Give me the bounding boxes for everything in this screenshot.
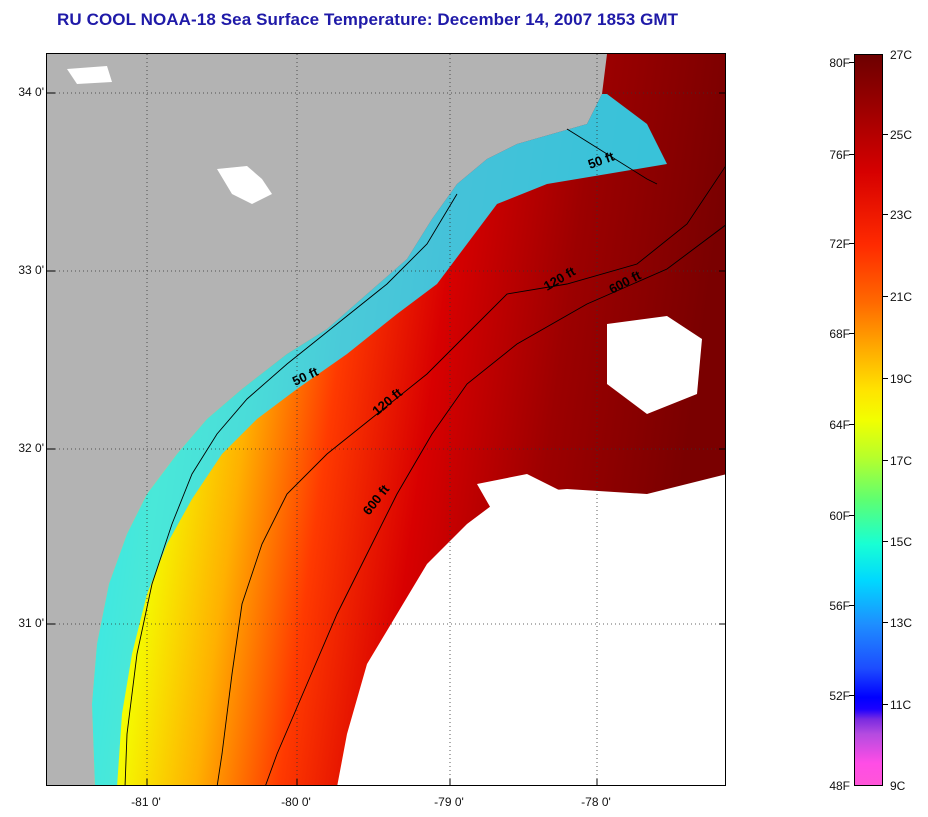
latitude-label-32: 32 0' (18, 441, 44, 455)
colorbar-label-27c: 27C (890, 48, 913, 62)
temperature-colorbar (854, 54, 883, 786)
colorbar-label-48f: 48F (829, 779, 850, 793)
colorbar-tick (883, 704, 888, 705)
colorbar-label-72f: 72F (829, 237, 850, 251)
longitude-label-80: -80 0' (281, 795, 311, 809)
cloud-mask-east (607, 316, 702, 414)
sst-map-canvas: 50 ft 50 ft 120 ft 120 ft 600 ft 600 ft (47, 54, 725, 785)
colorbar-label-76f: 76F (829, 148, 850, 162)
colorbar-label-19c: 19C (890, 372, 913, 386)
colorbar-label-15c: 15C (890, 535, 913, 549)
coastal-cold-band (92, 94, 667, 785)
colorbar-tick (849, 62, 854, 63)
colorbar-label-11c: 11C (890, 698, 912, 712)
colorbar-tick (883, 378, 888, 379)
colorbar-label-56f: 56F (829, 599, 850, 613)
colorbar-label-23c: 23C (890, 208, 913, 222)
latitude-label-33: 33 0' (18, 263, 44, 277)
graticule (47, 54, 725, 785)
map-title: RU COOL NOAA-18 Sea Surface Temperature:… (57, 10, 679, 29)
colorbar-tick (849, 333, 854, 334)
inland-cloud-north (67, 66, 112, 84)
colorbar-tick (849, 243, 854, 244)
inland-cloud (217, 166, 272, 204)
colorbar-tick (883, 296, 888, 297)
colorbar-tick (883, 460, 888, 461)
sst-map: 50 ft 50 ft 120 ft 120 ft 600 ft 600 ft (46, 53, 726, 786)
colorbar-tick (883, 622, 888, 623)
colorbar-label-52f: 52F (829, 689, 850, 703)
colorbar-label-64f: 64F (829, 418, 850, 432)
land-mass (47, 54, 607, 785)
frame-ticks (47, 92, 725, 785)
contour-50ft-north (566, 128, 658, 185)
colorbar-label-60f: 60F (829, 509, 850, 523)
colorbar-label-68f: 68F (829, 327, 850, 341)
colorbar-label-25c: 25C (890, 128, 913, 142)
longitude-label-79: -79 0' (434, 795, 464, 809)
colorbar-tick (849, 154, 854, 155)
longitude-label-81: -81 0' (131, 795, 161, 809)
colorbar-tick (883, 134, 888, 135)
colorbar-label-13c: 13C (890, 616, 913, 630)
contour-50ft (124, 193, 458, 785)
colorbar-label-21c: 21C (890, 290, 913, 304)
colorbar-label-17c: 17C (890, 454, 913, 468)
latitude-label-34: 34 0' (18, 85, 44, 99)
cloud-mask-patch (477, 474, 567, 519)
colorbar-tick (849, 695, 854, 696)
colorbar-label-9c: 9C (890, 779, 906, 793)
latitude-label-31: 31 0' (18, 616, 44, 630)
contour-600ft (265, 224, 725, 785)
colorbar-tick (849, 515, 854, 516)
colorbar-tick (849, 605, 854, 606)
contour-120ft (216, 166, 725, 785)
colorbar-tick (883, 541, 888, 542)
colorbar-tick (849, 424, 854, 425)
colorbar-tick (883, 214, 888, 215)
longitude-label-78: -78 0' (581, 795, 611, 809)
colorbar-label-80f: 80F (829, 56, 850, 70)
cloud-mask-south (337, 474, 725, 785)
